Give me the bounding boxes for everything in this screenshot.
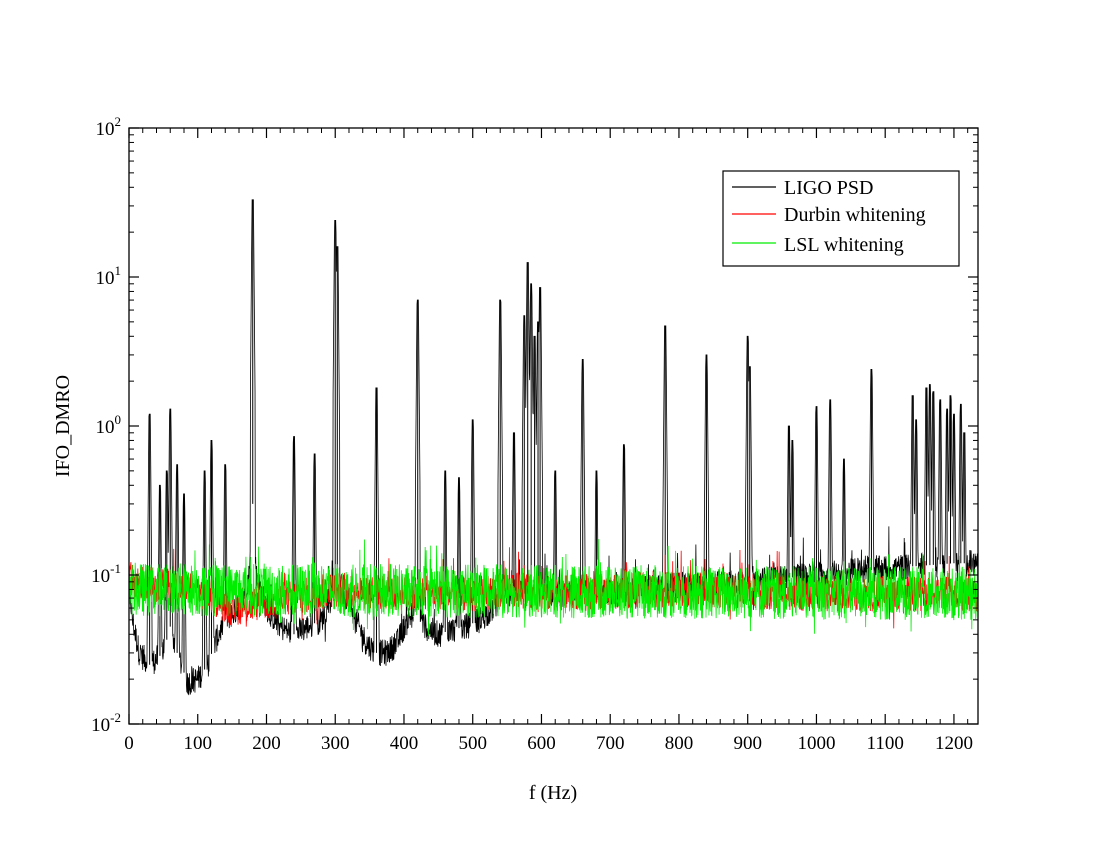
x-axis-title: f (Hz) — [529, 782, 577, 804]
x-axis: 0 100 200 300 400 500 600 700 800 900 1000 1100 1200 — [124, 128, 973, 754]
legend-label-durbin-whitening: Durbin whitening — [784, 204, 926, 226]
legend-label-ligo-psd: LIGO PSD — [784, 177, 873, 199]
series-line-lsl-whitening — [129, 539, 978, 636]
x-tick-label: 1200 — [935, 733, 973, 754]
legend: LIGO PSD Durbin whitening LSL whitening — [722, 170, 960, 267]
y-tick-label: 100 — [96, 412, 122, 438]
y-axis: 10-2 10-1 100 101 102 — [91, 114, 978, 736]
x-tick-label: 400 — [390, 733, 419, 754]
y-axis-title: IFO_DMRO — [52, 375, 74, 477]
x-tick-label: 100 — [183, 733, 212, 754]
y-tick-label: 101 — [96, 263, 122, 289]
x-tick-label: 1000 — [797, 733, 835, 754]
x-tick-label: 700 — [596, 733, 625, 754]
y-tick-label: 10-2 — [91, 710, 121, 736]
x-tick-label: 500 — [458, 733, 487, 754]
legend-label-lsl-whitening: LSL whitening — [784, 234, 904, 256]
y-tick-label: 102 — [96, 114, 122, 140]
series-layer — [129, 199, 978, 696]
x-tick-label: 1100 — [867, 733, 904, 754]
x-tick-label: 900 — [733, 733, 762, 754]
y-tick-label: 10-1 — [91, 561, 121, 587]
x-tick-label: 600 — [527, 733, 556, 754]
x-tick-label: 800 — [665, 733, 694, 754]
x-tick-label: 200 — [252, 733, 281, 754]
x-tick-label: 0 — [124, 733, 134, 754]
x-tick-label: 300 — [321, 733, 350, 754]
